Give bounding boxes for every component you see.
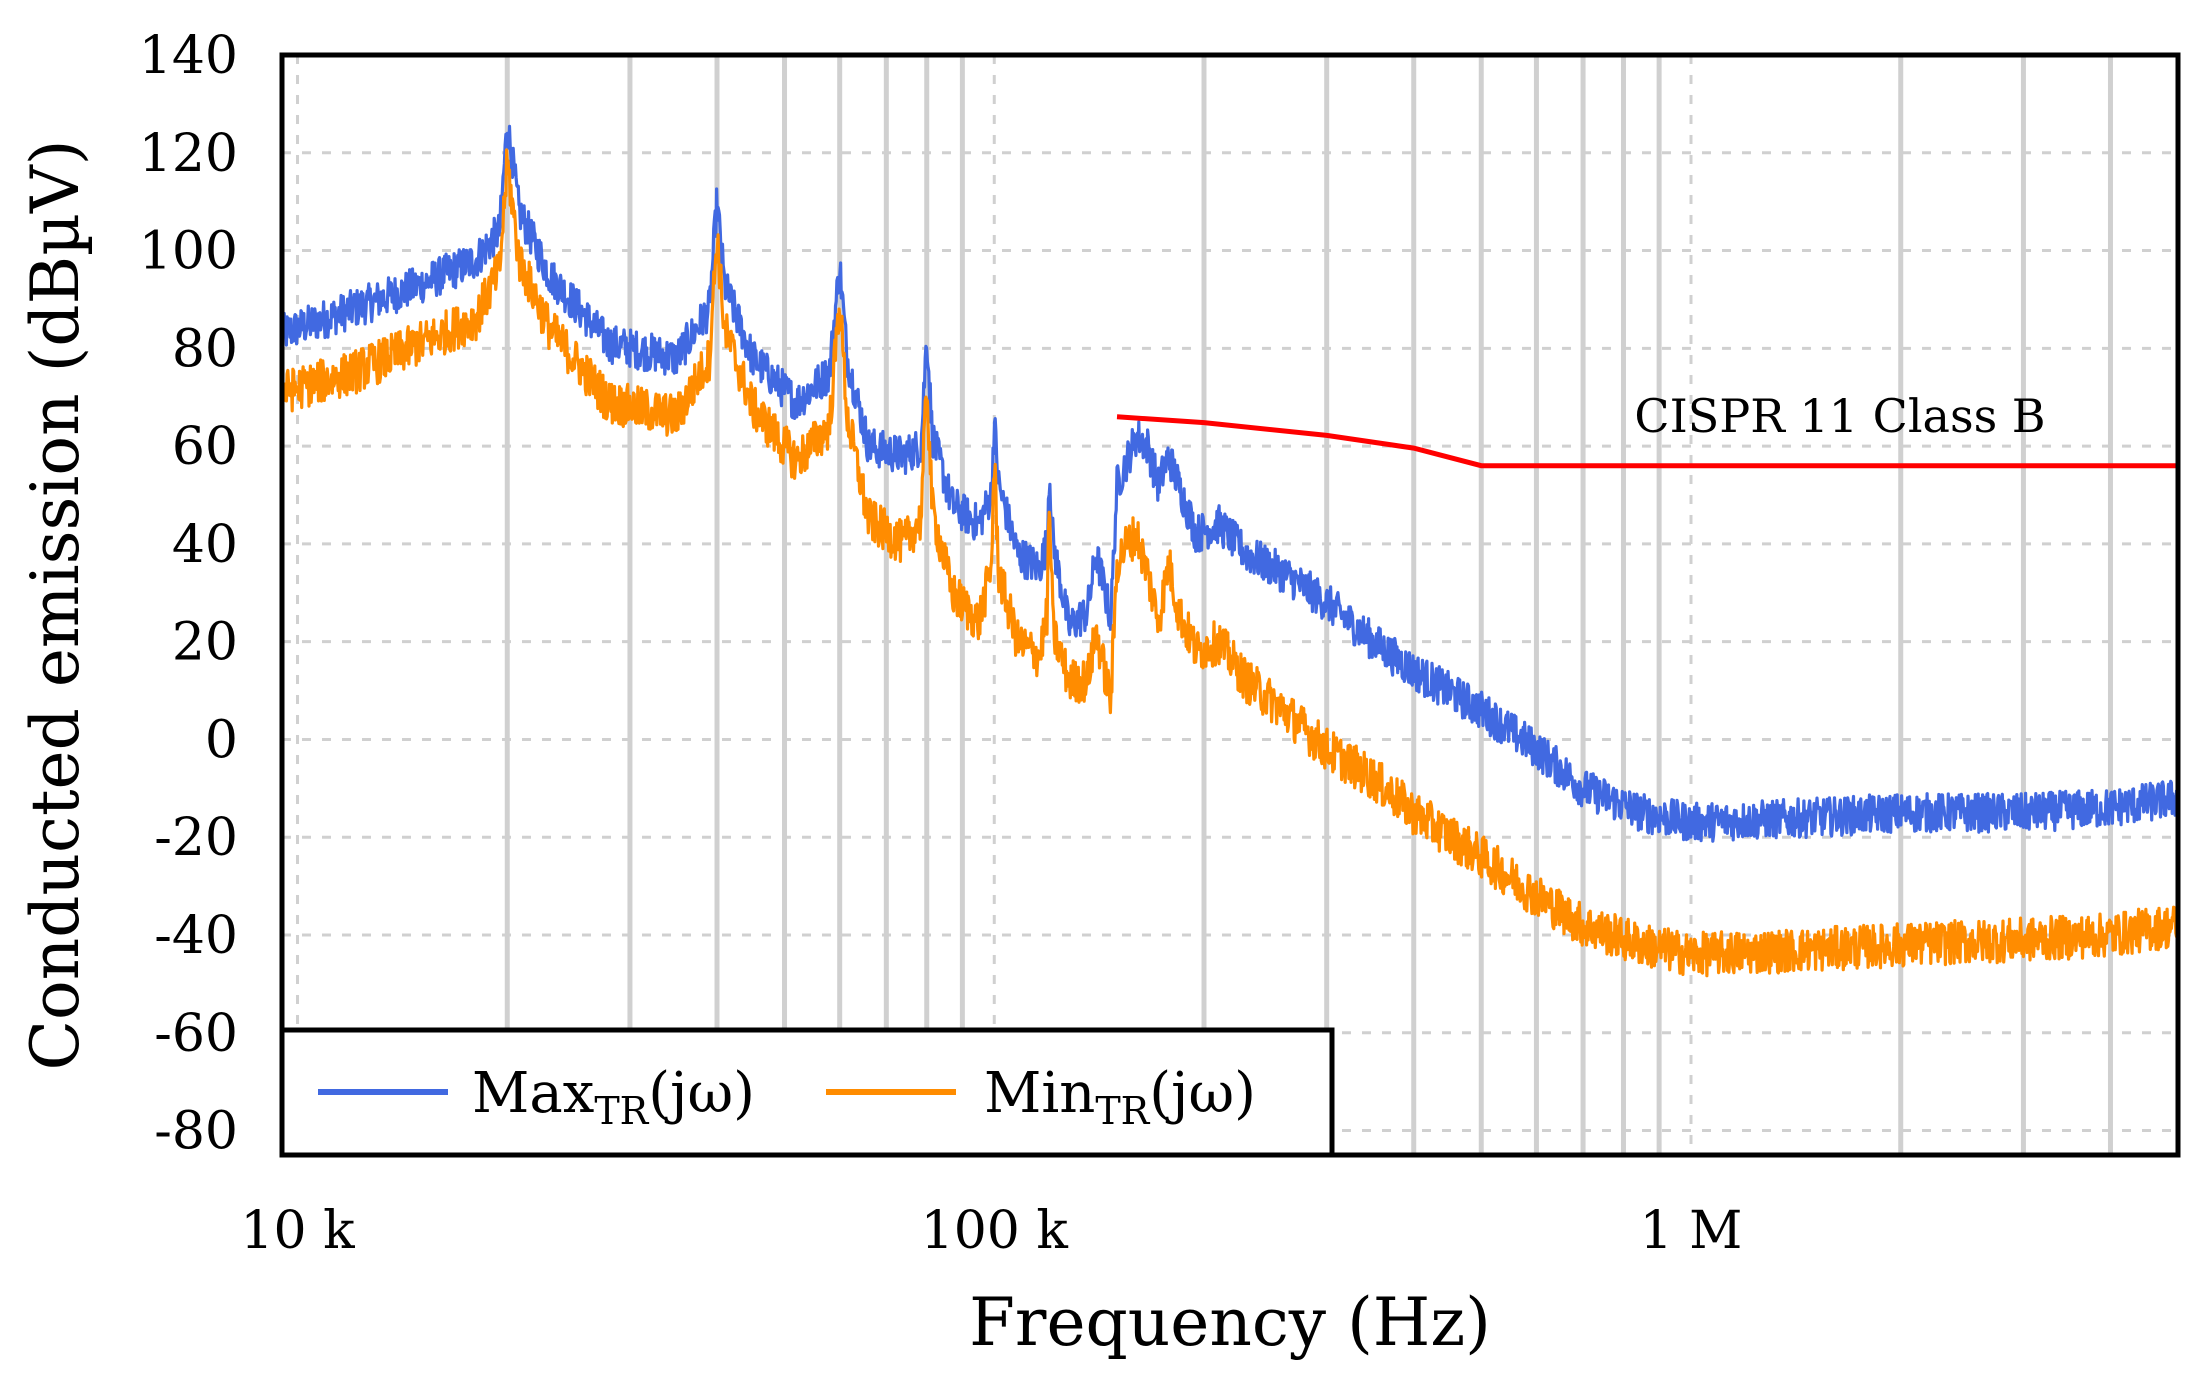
y-tick-label: 80	[172, 319, 238, 379]
legend-label-max-suffix: (jω)	[648, 1061, 755, 1126]
legend-label-max: MaxTR(jω)	[472, 1061, 755, 1133]
y-tick-label: 40	[172, 515, 238, 575]
cispr-limit-annotation: CISPR 11 Class B	[1634, 389, 2045, 443]
y-tick-label: -20	[154, 808, 238, 868]
legend-label-min: MinTR(jω)	[984, 1061, 1256, 1133]
y-tick-label: 0	[205, 710, 238, 770]
legend-label-max-sub: TR	[594, 1089, 649, 1133]
x-tick-label: 10 k	[240, 1201, 355, 1261]
y-axis-ticks: 140 120 100 80 60 40 20 0 -20 -40 -60 -80	[139, 26, 238, 1162]
y-tick-label: 120	[139, 124, 238, 184]
y-tick-label: 140	[139, 26, 238, 86]
x-tick-label: 100 k	[921, 1201, 1069, 1261]
y-axis-title: Conducted emission (dBµV)	[17, 140, 94, 1071]
y-tick-label: 100	[139, 222, 238, 282]
cispr-limit-line	[1116, 414, 2178, 469]
legend-label-min-suffix: (jω)	[1149, 1061, 1256, 1126]
x-tick-label: 1 M	[1640, 1201, 1743, 1261]
y-tick-label: -40	[154, 906, 238, 966]
legend-label-max-main: Max	[472, 1061, 594, 1126]
series-layer	[280, 124, 2180, 978]
series-line-max	[280, 124, 2180, 843]
legend-label-min-sub: TR	[1095, 1089, 1150, 1133]
limit-layer	[1116, 414, 2178, 469]
x-axis-title: Frequency (Hz)	[969, 1284, 1491, 1361]
x-axis-ticks: 10 k 100 k 1 M	[240, 1201, 1742, 1261]
legend-box	[279, 1027, 1335, 1158]
y-tick-label: -60	[154, 1004, 238, 1064]
y-tick-label: 20	[172, 613, 238, 673]
legend-label-min-main: Min	[984, 1061, 1095, 1126]
legend: MaxTR(jω) MinTR(jω)	[279, 1027, 1335, 1158]
series-line-min	[280, 148, 2180, 978]
y-tick-label: 60	[172, 417, 238, 477]
y-tick-label: -80	[154, 1102, 238, 1162]
